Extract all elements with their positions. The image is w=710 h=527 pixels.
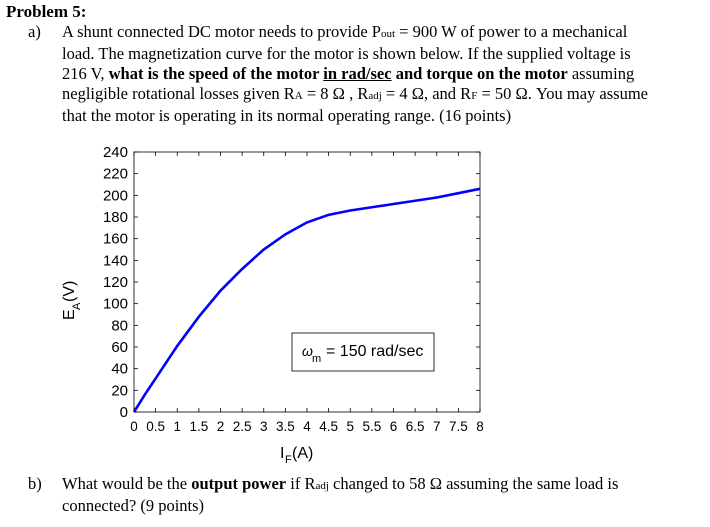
x-tick-label: 0.5 [146, 419, 165, 434]
ra-subscript: A [294, 90, 303, 102]
part-a-line-4-a: negligible rotational losses given R [62, 84, 295, 103]
x-tick-label: 7 [433, 419, 441, 434]
x-axis-label-main: I [280, 445, 284, 462]
x-tick-label: 4.5 [319, 419, 338, 434]
torque-question: and torque on the motor [391, 64, 568, 83]
y-tick-label: 240 [103, 144, 128, 161]
part-a-line-1-end: = 900 W of power to a mechanical [395, 22, 628, 41]
y-tick-label: 60 [111, 339, 128, 356]
part-a-text: A shunt connected DC motor needs to prov… [62, 22, 710, 126]
speed-question: what is the speed of the motor [108, 64, 324, 83]
part-a-line-3-a: 216 V, [62, 64, 109, 83]
part-a-line-1-text: A shunt connected DC motor needs to prov… [62, 22, 381, 41]
y-axis-label-sub: A [71, 302, 83, 310]
y-tick-label: 180 [103, 209, 128, 226]
annotation-text: = 150 rad/sec [326, 343, 423, 360]
magnetization-curve [132, 187, 481, 413]
part-a-label: a) [28, 22, 41, 41]
x-tick-label: 2.5 [233, 419, 252, 434]
omega-symbol: ω [302, 343, 313, 359]
x-tick-label: 5 [346, 419, 354, 434]
x-axis-label: I F (A) [280, 445, 313, 466]
x-tick-label: 8 [476, 419, 484, 434]
part-a-line-4-b: = 8 Ω , R [302, 84, 369, 103]
y-tick-label: 20 [111, 382, 128, 399]
omega-subscript: m [312, 353, 321, 365]
y-tick-label: 40 [111, 361, 128, 378]
x-tick-label: 0 [130, 419, 138, 434]
x-tick-label: 5.5 [362, 419, 381, 434]
part-a-line-2: load. The magnetization curve for the mo… [62, 44, 631, 63]
x-tick-label: 3 [260, 419, 268, 434]
x-tick-label: 6 [390, 419, 398, 434]
magnetization-curve-chart: 0 20 40 60 80 100 120 140 160 180 200 220 240 0 0.5 1 1… [61, 144, 484, 466]
y-tick-label: 220 [103, 166, 128, 183]
x-tick-label: 7.5 [449, 419, 468, 434]
y-tick-label: 80 [111, 317, 128, 334]
x-tick-label: 6.5 [406, 419, 425, 434]
x-axis-label-unit: (A) [292, 445, 313, 462]
rf-subscript: F [471, 90, 478, 102]
y-axis-ticks: 0 20 40 60 80 100 120 140 160 180 200 220 240 [103, 144, 480, 421]
part-b-line-1-c: if R [286, 474, 316, 493]
y-tick-label: 120 [103, 274, 128, 291]
pout-subscript: out [380, 28, 396, 40]
part-b-line-2: connected? (9 points) [62, 496, 205, 515]
y-axis-label: E A (V) [61, 281, 83, 320]
units-emphasis: in rad/sec [323, 64, 392, 83]
part-a-line-1: A shunt connected DC motor needs to prov… [62, 22, 710, 44]
part-b-line-1-d: changed to 58 Ω assuming the same load i… [328, 474, 619, 493]
x-tick-label: 4 [303, 419, 311, 434]
output-power-emphasis: output power [191, 474, 287, 493]
part-b-line-1-a: What would be the [62, 474, 192, 493]
part-a-line-4: negligible rotational losses given RA = … [62, 84, 710, 106]
part-a-line-4-d: = 50 Ω. You may assume [477, 84, 649, 103]
x-tick-label: 1.5 [189, 419, 208, 434]
part-b-label: b) [28, 474, 42, 493]
speed-annotation: ω m = 150 rad/sec [291, 332, 435, 372]
y-tick-label: 200 [103, 187, 128, 204]
part-b-text: What would be the output power if Radj c… [62, 474, 710, 516]
radj-subscript: adj [368, 90, 382, 102]
plot-frame [133, 151, 481, 413]
radj-subscript-b: adj [315, 480, 329, 492]
y-tick-label: 0 [120, 404, 128, 421]
part-a-line-4-c: = 4 Ω, and R [381, 84, 472, 103]
y-axis-label-unit: (V) [61, 281, 78, 302]
part-b-line-1: What would be the output power if Radj c… [62, 474, 710, 496]
x-axis-label-sub: F [285, 454, 292, 466]
y-axis-label-main: E [61, 309, 78, 320]
x-tick-label: 3.5 [276, 419, 295, 434]
x-tick-label: 1 [173, 419, 181, 434]
x-tick-label: 2 [217, 419, 225, 434]
problem-title: Problem 5: [6, 2, 87, 21]
y-tick-label: 160 [103, 231, 128, 248]
annotation-box [291, 332, 435, 372]
y-tick-label: 100 [103, 296, 128, 313]
part-a-line-3: 216 V, what is the speed of the motor in… [62, 64, 710, 84]
y-tick-label: 140 [103, 252, 128, 269]
part-a-line-5: that the motor is operating in its norma… [62, 106, 512, 125]
part-a-line-3-e: assuming [567, 64, 635, 83]
x-axis-ticks: 0 0.5 1 1.5 2 2.5 3 3.5 4 4.5 5 5.5 6 6.5 7 7.5 8 [130, 152, 484, 434]
